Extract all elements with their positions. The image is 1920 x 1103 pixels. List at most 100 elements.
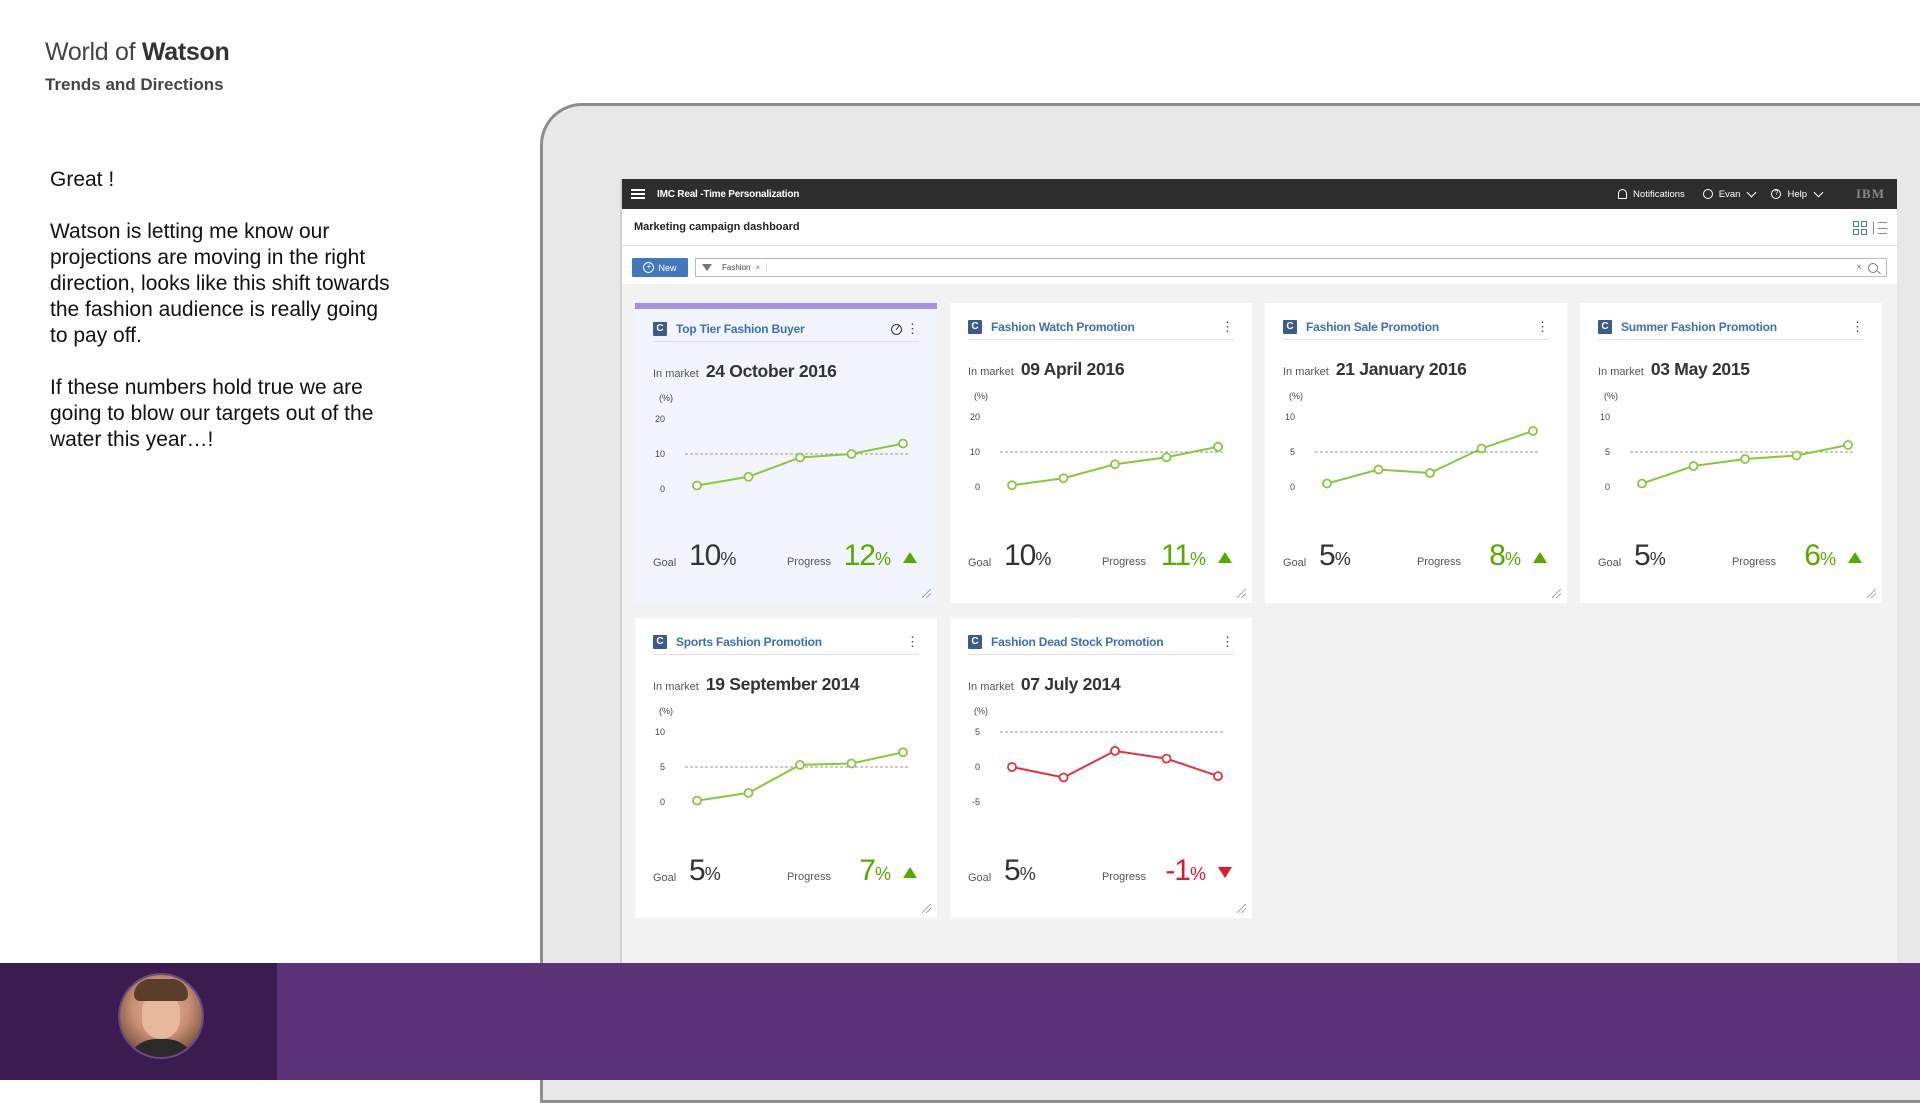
- overflow-menu-icon[interactable]: ⋮: [906, 321, 919, 336]
- notifications-link[interactable]: Notifications: [1633, 188, 1685, 200]
- progress-value: 11%: [1161, 539, 1206, 573]
- data-point: [1058, 473, 1069, 484]
- in-market-label: In market: [968, 681, 1014, 693]
- data-point: [1213, 441, 1223, 452]
- overflow-menu-icon[interactable]: ⋮: [1221, 319, 1234, 334]
- progress-value: 7%: [859, 854, 891, 888]
- resize-handle-icon[interactable]: [922, 589, 931, 598]
- campaign-card[interactable]: C Sports Fashion Promotion ⋮ In market 19 Se…: [635, 618, 937, 918]
- in-market-date: 21 January 2016: [1335, 359, 1467, 379]
- resize-handle-icon[interactable]: [922, 904, 931, 913]
- campaign-logo-icon: C: [1283, 320, 1297, 334]
- progress-number: 11: [1160, 539, 1191, 572]
- trend-up-icon: [1218, 552, 1232, 563]
- campaign-card[interactable]: C Summer Fashion Promotion ⋮ In market 03 Ma…: [1580, 303, 1882, 603]
- in-market-label: In market: [1283, 366, 1329, 378]
- y-tick-label: 10: [655, 727, 665, 737]
- filter-chip[interactable]: Fashion ×: [722, 263, 768, 272]
- slide-subtitle: Trends and Directions: [45, 75, 224, 94]
- data-point: [795, 760, 805, 770]
- progress-percent-sign: %: [1189, 864, 1206, 884]
- slide-brand: World of Watson Trends and Directions: [45, 38, 230, 95]
- plus-icon: +: [643, 262, 655, 273]
- hamburger-menu-icon[interactable]: [631, 189, 645, 199]
- in-market: In market 03 May 2015: [1598, 359, 1750, 380]
- remove-chip-icon[interactable]: ×: [755, 263, 761, 272]
- campaign-name[interactable]: Top Tier Fashion Buyer: [676, 322, 805, 336]
- in-market: In market 09 April 2016: [968, 359, 1125, 380]
- user-menu[interactable]: Evan: [1718, 188, 1741, 200]
- trend-chart: (%) 10 5 0: [1600, 391, 1854, 492]
- overflow-menu-icon[interactable]: ⋮: [1221, 634, 1234, 649]
- trend-up-icon: [903, 867, 917, 878]
- campaign-card[interactable]: C Fashion Sale Promotion ⋮ In market 21 Janu…: [1265, 303, 1567, 603]
- overflow-menu-icon[interactable]: ⋮: [1851, 319, 1864, 334]
- data-point: [1161, 452, 1172, 463]
- campaign-logo-icon: C: [653, 322, 667, 336]
- data-point: [1688, 461, 1699, 471]
- search-icon[interactable]: [1868, 262, 1878, 273]
- card-header: C Sports Fashion Promotion ⋮: [653, 630, 919, 655]
- progress-label: Progress: [786, 871, 831, 883]
- brand-name: Watson: [141, 38, 230, 66]
- goal-number: 10: [1004, 539, 1036, 572]
- grid-view-icon[interactable]: [1853, 221, 1867, 235]
- data-point: [692, 795, 702, 806]
- chevron-down-icon[interactable]: [1813, 187, 1824, 198]
- filter-bar[interactable]: Fashion × ×: [695, 258, 1887, 277]
- campaign-name[interactable]: Fashion Watch Promotion: [991, 320, 1135, 334]
- in-market-date: 24 October 2016: [705, 361, 837, 381]
- data-point: [692, 480, 702, 491]
- campaign-card[interactable]: C Top Tier Fashion Buyer ⋮ In market 24 Octo…: [635, 303, 937, 603]
- data-point: [743, 788, 754, 798]
- campaign-name[interactable]: Summer Fashion Promotion: [1621, 320, 1777, 334]
- card-metrics: Goal 5% Progress 8%: [1283, 539, 1553, 573]
- data-point: [898, 747, 908, 758]
- timer-icon[interactable]: [891, 323, 902, 335]
- data-point: [743, 471, 754, 482]
- in-market-label: In market: [968, 366, 1014, 378]
- overflow-menu-icon[interactable]: ⋮: [1536, 319, 1549, 334]
- goal-number: 5: [1319, 539, 1336, 572]
- data-point: [1373, 464, 1384, 475]
- card-header: C Summer Fashion Promotion ⋮: [1598, 315, 1864, 340]
- data-point: [846, 758, 857, 769]
- campaign-name[interactable]: Fashion Dead Stock Promotion: [991, 635, 1164, 649]
- campaign-name[interactable]: Sports Fashion Promotion: [676, 635, 822, 649]
- help-menu[interactable]: Help: [1787, 188, 1807, 200]
- clear-filter-icon[interactable]: ×: [1856, 262, 1862, 273]
- data-point: [1637, 478, 1647, 489]
- card-header: C Fashion Watch Promotion ⋮: [968, 315, 1234, 340]
- y-tick-label: -5: [972, 797, 980, 807]
- y-tick-label: 0: [1290, 482, 1295, 492]
- data-point: [795, 452, 805, 463]
- y-tick-label: 5: [1290, 447, 1295, 457]
- goal-value: 10%: [1004, 539, 1051, 573]
- trend-line: [1641, 444, 1849, 485]
- resize-handle-icon[interactable]: [1237, 589, 1246, 598]
- goal-label: Goal: [653, 557, 677, 569]
- progress-percent-sign: %: [1504, 549, 1521, 569]
- resize-handle-icon[interactable]: [1237, 904, 1246, 913]
- bell-icon: [1618, 189, 1628, 199]
- brand-title: World of Watson: [45, 38, 230, 67]
- campaign-card[interactable]: C Fashion Dead Stock Promotion ⋮ In market 0…: [950, 618, 1252, 918]
- data-point: [1740, 454, 1750, 464]
- goal-value: 5%: [689, 854, 721, 888]
- trend-up-icon: [903, 552, 917, 563]
- y-axis-unit: (%): [974, 706, 988, 716]
- resize-handle-icon[interactable]: [1867, 589, 1876, 598]
- new-button[interactable]: + New: [632, 258, 688, 277]
- list-view-icon[interactable]: [1873, 222, 1887, 234]
- campaign-card[interactable]: C Fashion Watch Promotion ⋮ In market 09 Apr…: [950, 303, 1252, 603]
- goal-label: Goal: [1283, 557, 1307, 569]
- campaign-name[interactable]: Fashion Sale Promotion: [1306, 320, 1439, 334]
- trend-chart: (%) 10 5 0: [1285, 391, 1539, 492]
- resize-handle-icon[interactable]: [1552, 589, 1561, 598]
- data-point: [1213, 771, 1223, 781]
- progress-value: 8%: [1489, 539, 1521, 573]
- overflow-menu-icon[interactable]: ⋮: [906, 634, 919, 649]
- trend-chart: (%) 20 10 0: [970, 391, 1224, 492]
- chevron-down-icon[interactable]: [1747, 187, 1757, 198]
- trend-line: [696, 751, 904, 802]
